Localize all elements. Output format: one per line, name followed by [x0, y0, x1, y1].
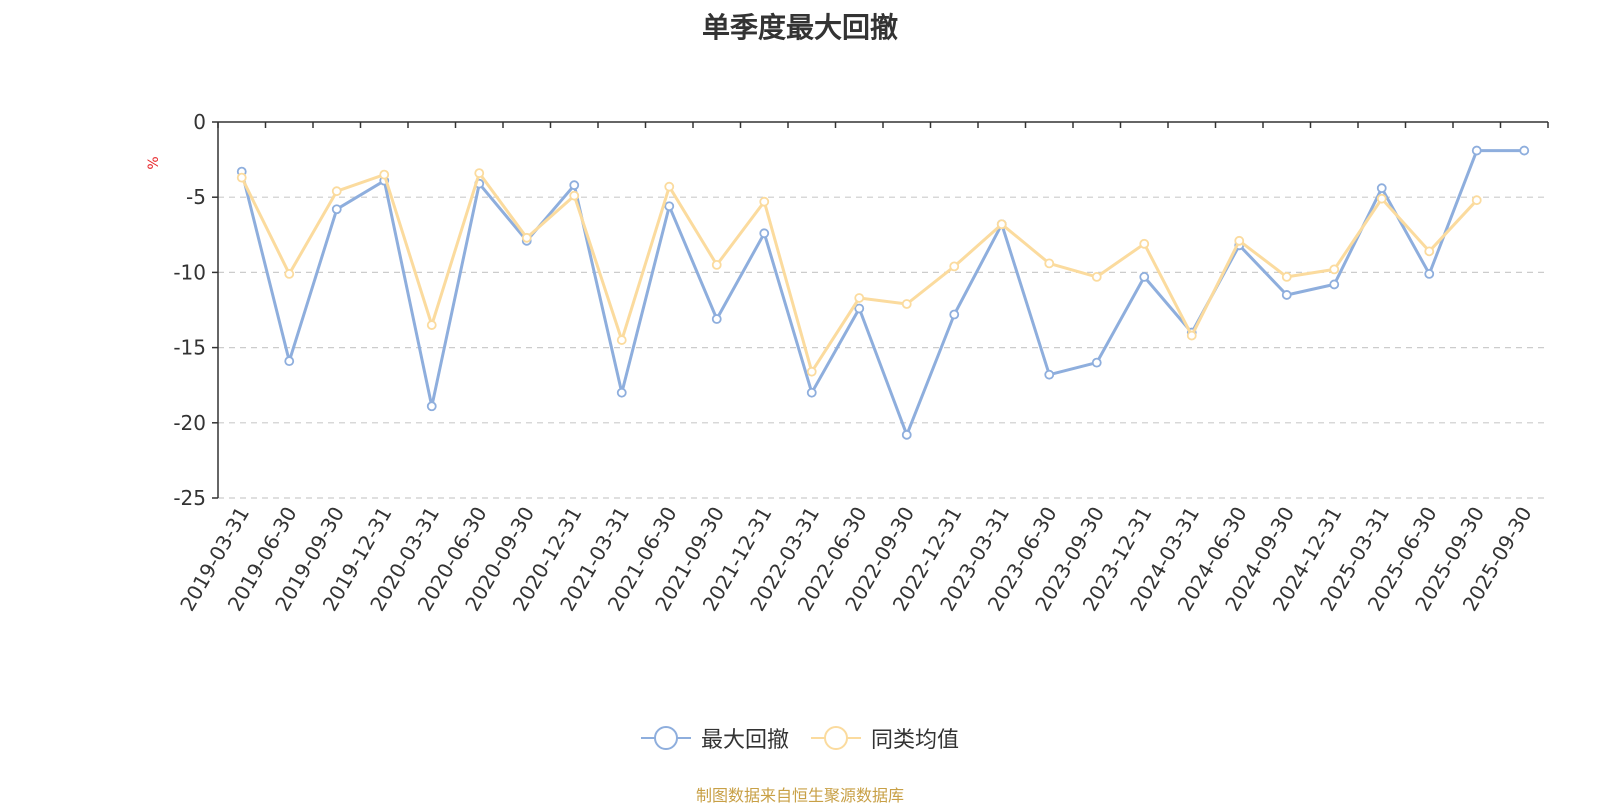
data-point: [1329, 279, 1340, 290]
data-point: [521, 232, 532, 243]
data-point: [1139, 238, 1150, 249]
data-point: [759, 196, 770, 207]
data-point: [1424, 246, 1435, 257]
data-point: [616, 335, 627, 345]
series-lines: [236, 145, 1530, 440]
data-point: [1186, 330, 1197, 341]
y-tick-label: -10: [173, 260, 206, 284]
data-point: [759, 228, 770, 239]
y-tick-label: -20: [173, 411, 206, 435]
legend-item-max-drawdown[interactable]: 最大回撤: [640, 722, 789, 754]
data-point: [664, 181, 675, 192]
data-point: [1471, 195, 1482, 206]
data-point: [1139, 272, 1150, 282]
legend-marker-peer-average: [811, 725, 861, 751]
data-point: [569, 180, 580, 191]
series-line: [240, 149, 1525, 437]
data-point: [996, 219, 1007, 230]
series-peer-average: [236, 168, 1482, 377]
data-point: [616, 387, 627, 398]
y-tick-label: -15: [173, 336, 206, 360]
data-point: [1376, 183, 1387, 194]
data-point: [1329, 264, 1340, 275]
data-point: [426, 320, 437, 330]
data-point: [1281, 272, 1292, 282]
data-point: [1471, 145, 1482, 156]
legend-label-peer-average: 同类均值: [871, 728, 960, 753]
data-point: [949, 261, 960, 272]
axes: [212, 121, 1549, 499]
chart-title: 单季度最大回撤: [701, 11, 898, 44]
legend: 最大回撤 同类均值: [0, 722, 1600, 754]
data-point: [711, 259, 722, 270]
data-point: [236, 172, 247, 183]
legend-item-peer-average[interactable]: 同类均值: [811, 722, 959, 754]
data-point: [901, 299, 912, 309]
series-max-drawdown: [236, 145, 1530, 440]
data-point: [474, 168, 485, 179]
data-point: [569, 190, 580, 201]
data-point: [1044, 369, 1055, 380]
data-point: [1091, 357, 1102, 368]
data-point: [331, 186, 342, 197]
data-point: [1234, 235, 1245, 246]
data-point: [664, 201, 675, 212]
source-note: 制图数据来自恒生聚源数据库: [695, 786, 904, 805]
data-point: [1376, 193, 1387, 204]
data-point: [426, 401, 437, 412]
data-point: [284, 356, 295, 367]
y-tick-labels: 0 -5 -10 -15 -20 -25: [173, 110, 206, 510]
data-point: [284, 269, 295, 279]
y-tick-label: -5: [186, 185, 206, 209]
data-point: [1519, 145, 1530, 156]
data-point: [379, 169, 390, 180]
data-point: [331, 204, 342, 215]
data-point: [1281, 290, 1292, 300]
data-point: [949, 309, 960, 320]
data-point: [854, 303, 865, 314]
legend-label-max-drawdown: 最大回撤: [700, 728, 789, 753]
data-point: [901, 429, 912, 440]
x-tick-labels: 2019-03-312019-06-302019-09-302019-12-31…: [175, 503, 1536, 616]
data-point: [806, 366, 817, 377]
data-point: [1091, 272, 1102, 282]
grid-lines: [218, 196, 1548, 499]
y-tick-label: -25: [173, 486, 206, 510]
data-point: [854, 293, 865, 303]
y-tick-label: 0: [193, 110, 206, 134]
data-point: [1424, 269, 1435, 279]
legend-marker-max-drawdown: [640, 725, 691, 751]
data-point: [711, 314, 722, 324]
data-point: [806, 387, 817, 398]
y-axis-label: %: [146, 156, 162, 169]
data-point: [1044, 258, 1055, 269]
